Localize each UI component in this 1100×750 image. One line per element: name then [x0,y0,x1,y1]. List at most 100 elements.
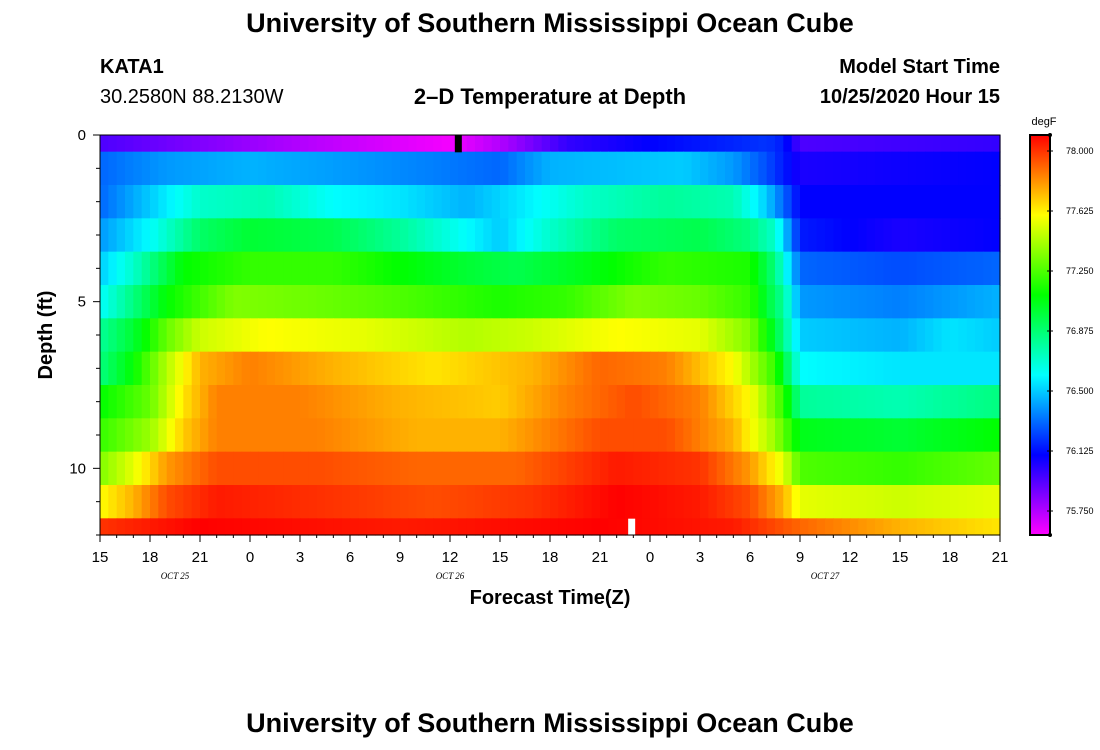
heatmap-cell [250,151,259,186]
heatmap-cell [316,485,326,519]
heatmap-cell [208,351,218,386]
heatmap-cell [716,318,726,353]
x-tick-label: 21 [592,549,609,566]
heatmap-cell [383,285,393,319]
heatmap-cell [800,218,809,253]
heatmap-cell [583,218,593,253]
heatmap-cell [158,185,168,219]
heatmap-cell [741,318,751,353]
heatmap-cell [183,518,193,536]
heatmap-cell [550,518,559,536]
heatmap-cell [683,285,693,319]
heatmap-cell [233,151,243,186]
heatmap-cell [966,318,976,353]
heatmap-cell [841,318,851,353]
heatmap-cell [525,251,534,286]
heatmap-cell [708,451,718,486]
heatmap-cell [425,318,434,353]
heatmap-cell [975,518,984,536]
heatmap-cell [491,485,501,519]
heatmap-cell [175,285,184,319]
heatmap-cell [283,518,293,536]
heatmap-cell [433,385,443,419]
heatmap-cell [916,151,926,186]
heatmap-cell [333,418,343,453]
heatmap-cell [450,351,459,386]
heatmap-cell [383,518,393,536]
heatmap-cell [266,318,276,353]
heatmap-cell [975,185,984,219]
heatmap-cell [325,485,334,519]
heatmap-cell [483,285,493,319]
heatmap-cell [691,185,701,219]
heatmap-cell [941,518,951,536]
heatmap-cell [716,218,726,253]
heatmap-cell [900,351,909,386]
heatmap-cell [808,451,818,486]
heatmap-cell [483,451,493,486]
heatmap-cell [466,418,476,453]
heatmap-cell [891,351,901,386]
heatmap-cell [866,318,876,353]
heatmap-cell [458,385,468,419]
heatmap-cell [216,451,226,486]
heatmap-cell [183,285,193,319]
heatmap-cell [283,318,293,353]
heatmap-cell [916,185,926,219]
heatmap-cell [708,135,718,153]
heatmap-cell [541,351,551,386]
heatmap-cell [141,218,151,253]
heatmap-cell [950,135,959,153]
heatmap-cell [950,418,959,453]
heatmap-cell [366,185,376,219]
x-date-label: OCT 25 [161,571,190,581]
heatmap-cell [733,135,743,153]
heatmap-cell [925,351,934,386]
heatmap-cell [550,385,559,419]
heatmap-cell [666,151,676,186]
heatmap-cell [750,285,759,319]
heatmap-cell [358,485,368,519]
x-axis-label: Forecast Time(Z) [470,587,631,609]
heatmap-cell [958,518,968,536]
heatmap-cell [833,518,843,536]
heatmap-cell [433,351,443,386]
heatmap-cell [200,351,209,386]
heatmap-cell [341,418,351,453]
heatmap-cell [966,418,976,453]
heatmap-cell [341,135,351,153]
heatmap-cell [591,385,601,419]
heatmap-cell [125,251,134,286]
heatmap-cell [491,518,501,536]
heatmap-cell [250,418,259,453]
heatmap-cell [400,318,409,353]
heatmap-cell [241,151,251,186]
heatmap-cell [691,485,701,519]
y-tick-label: 10 [69,460,86,477]
heatmap-cell [216,218,226,253]
x-tick-label: 18 [542,549,559,566]
heatmap-cell [741,351,751,386]
heatmap-cell [291,351,301,386]
heatmap-cell [858,518,868,536]
heatmap-cell [175,218,184,253]
heatmap-cell [175,318,184,353]
heatmap-cell [783,185,793,219]
heatmap-cell [133,185,143,219]
heatmap-cell [966,518,976,536]
heatmap-cell [700,185,709,219]
heatmap-cell [158,318,168,353]
heatmap-cell [766,318,776,353]
heatmap-cell [150,151,159,186]
heatmap-cell [733,251,743,286]
heatmap-cell [983,151,993,186]
heatmap-cell [150,385,159,419]
heatmap-cell [341,518,351,536]
colorbar-tick-label: 77.625 [1066,206,1094,216]
heatmap-cell [733,518,743,536]
heatmap-cell [141,451,151,486]
heatmap-cell [633,218,643,253]
heatmap-cell [683,185,693,219]
heatmap-cell [691,451,701,486]
heatmap-cell [150,218,159,253]
